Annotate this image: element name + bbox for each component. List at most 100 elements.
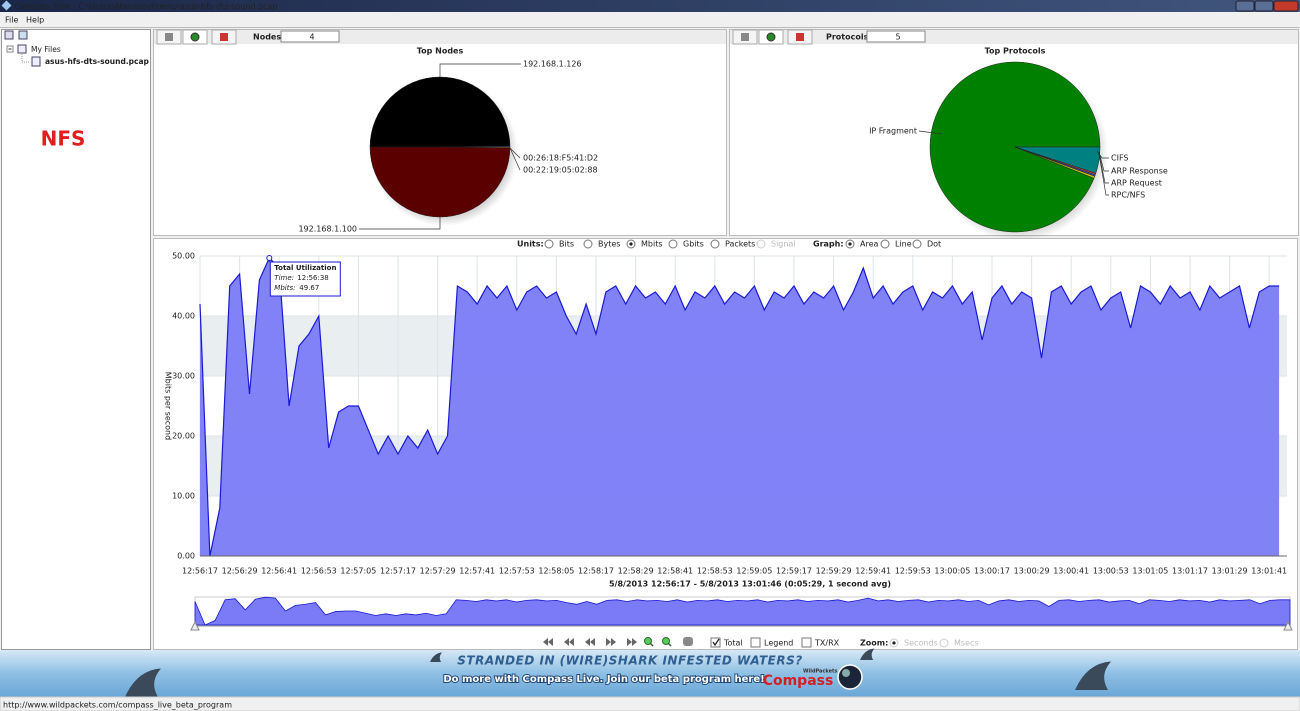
count-box: [280, 30, 340, 43]
units-option: Signal: [771, 240, 796, 249]
nav-last-button[interactable]: [627, 638, 637, 646]
pie-label: IP Fragment: [869, 127, 917, 136]
pie-label: CIFS: [1111, 154, 1128, 163]
pie-icon: [190, 32, 200, 42]
pie-icon: [766, 32, 776, 42]
tree-file[interactable]: asus-hfs-dts-sound.pcap: [45, 57, 150, 66]
y-tick-label: 30.00: [172, 372, 195, 381]
view-icon: [165, 33, 173, 41]
status-bar: [0, 696, 1300, 711]
x-tick-label: 13:00:17: [974, 567, 1010, 576]
overview-handle[interactable]: [190, 620, 200, 631]
units-option: Mbits: [641, 240, 663, 249]
radio-button[interactable]: [912, 239, 922, 249]
status-text: http://www.wildpackets.com/compass_live_…: [3, 701, 232, 710]
pie-label: 00:26:18:F5:41:D2: [523, 154, 598, 163]
x-tick-label: 12:56:17: [182, 567, 218, 576]
overview-handle[interactable]: [1283, 620, 1293, 631]
area-line: [199, 256, 1280, 557]
checkbox[interactable]: [710, 637, 721, 648]
menu-bar: [0, 12, 1300, 27]
banner-headline: STRANDED IN (WIRE)SHARK INFESTED WATERS?: [457, 654, 802, 668]
radio-button[interactable]: [710, 239, 720, 249]
close-button[interactable]: [1273, 0, 1299, 12]
area-fill: [200, 257, 1280, 556]
radio-dot: [848, 242, 852, 246]
leader-line: [1098, 153, 1109, 196]
x-tick-label: 12:58:05: [538, 567, 574, 576]
view-icon: [220, 33, 228, 41]
radio-button: [939, 638, 949, 648]
sidebar-toolbar-icon[interactable]: [4, 30, 14, 40]
x-tick-label: 13:01:29: [1212, 567, 1248, 576]
x-tick-label: 12:59:53: [895, 567, 931, 576]
nav-first-button[interactable]: [543, 638, 553, 646]
menu-item[interactable]: File: [5, 16, 18, 25]
radio-dot: [629, 242, 633, 246]
pie-label: 192.168.1.126: [523, 60, 582, 69]
units-option: Gbits: [683, 240, 704, 249]
x-tick-label: 12:59:29: [816, 567, 852, 576]
app-icon: [1, 0, 12, 11]
protocol-label: NFS: [41, 127, 86, 151]
zoom-out-button[interactable]: [662, 637, 670, 645]
menu-item[interactable]: Help: [26, 16, 44, 25]
shark-fin: [430, 652, 442, 662]
shark-fin: [1075, 661, 1111, 690]
leader-line: [439, 63, 521, 77]
view-icon: [796, 33, 804, 41]
nav-prev-button[interactable]: [564, 638, 574, 646]
units-label: Units:: [517, 240, 544, 249]
zoom-handle: [649, 642, 654, 647]
banner-brand-small: WildPackets: [803, 669, 837, 675]
panel-toolbar: [730, 30, 1298, 44]
x-tick-label: 13:00:53: [1093, 567, 1129, 576]
radio-button[interactable]: [880, 239, 890, 249]
x-tick-label: 12:59:41: [855, 567, 891, 576]
pie-label: 00:22:19:05:02:88: [523, 166, 598, 175]
pie-label: ARP Response: [1111, 167, 1168, 176]
y-tick-label: 20.00: [172, 432, 195, 441]
x-tick-label: 13:01:05: [1132, 567, 1168, 576]
tooltip-time-label: Time:: [274, 274, 294, 282]
pan-button[interactable]: [683, 637, 693, 646]
tooltip-box: [269, 261, 341, 297]
overview-area: [194, 596, 1291, 626]
maximize-button[interactable]: [1254, 0, 1274, 12]
x-tick-label: 12:58:17: [578, 567, 614, 576]
x-tick-label: 12:58:41: [657, 567, 693, 576]
x-tick-label: 13:00:41: [1053, 567, 1089, 576]
nav-fit-button[interactable]: [585, 638, 595, 646]
x-tick-label: 13:00:05: [934, 567, 970, 576]
pie-label: 192.168.1.100: [298, 225, 357, 234]
leader-line: [1096, 150, 1109, 159]
checkbox-label: Total: [723, 639, 743, 648]
shark-fin: [860, 648, 875, 660]
x-tick-label: 12:58:29: [618, 567, 654, 576]
zoom-in-button[interactable]: [644, 637, 652, 645]
sidebar-toolbar-icon[interactable]: [18, 30, 28, 40]
x-tick-label: 12:57:05: [340, 567, 376, 576]
banner-brand: Compass: [763, 673, 834, 689]
tree-icon: [17, 44, 27, 54]
x-tick-label: 12:57:29: [420, 567, 456, 576]
checkmark: [712, 638, 720, 647]
radio-dot: [892, 641, 896, 645]
pie-slice: [369, 76, 511, 148]
pie-slice: [1014, 146, 1096, 179]
leader-line: [359, 217, 441, 230]
minimize-button[interactable]: [1235, 0, 1255, 12]
nav-next-button[interactable]: [606, 638, 616, 646]
count-value: 5: [895, 33, 900, 42]
pie-title: Top Protocols: [985, 47, 1046, 56]
x-tick-label: 12:56:29: [222, 567, 258, 576]
checkbox[interactable]: [801, 637, 812, 648]
pie-label: ARP Request: [1111, 179, 1162, 188]
tooltip-title: Total Utilization: [274, 264, 336, 272]
radio-button[interactable]: [668, 239, 678, 249]
radio-button[interactable]: [544, 239, 554, 249]
radio-button[interactable]: [583, 239, 593, 249]
checkbox[interactable]: [750, 637, 761, 648]
